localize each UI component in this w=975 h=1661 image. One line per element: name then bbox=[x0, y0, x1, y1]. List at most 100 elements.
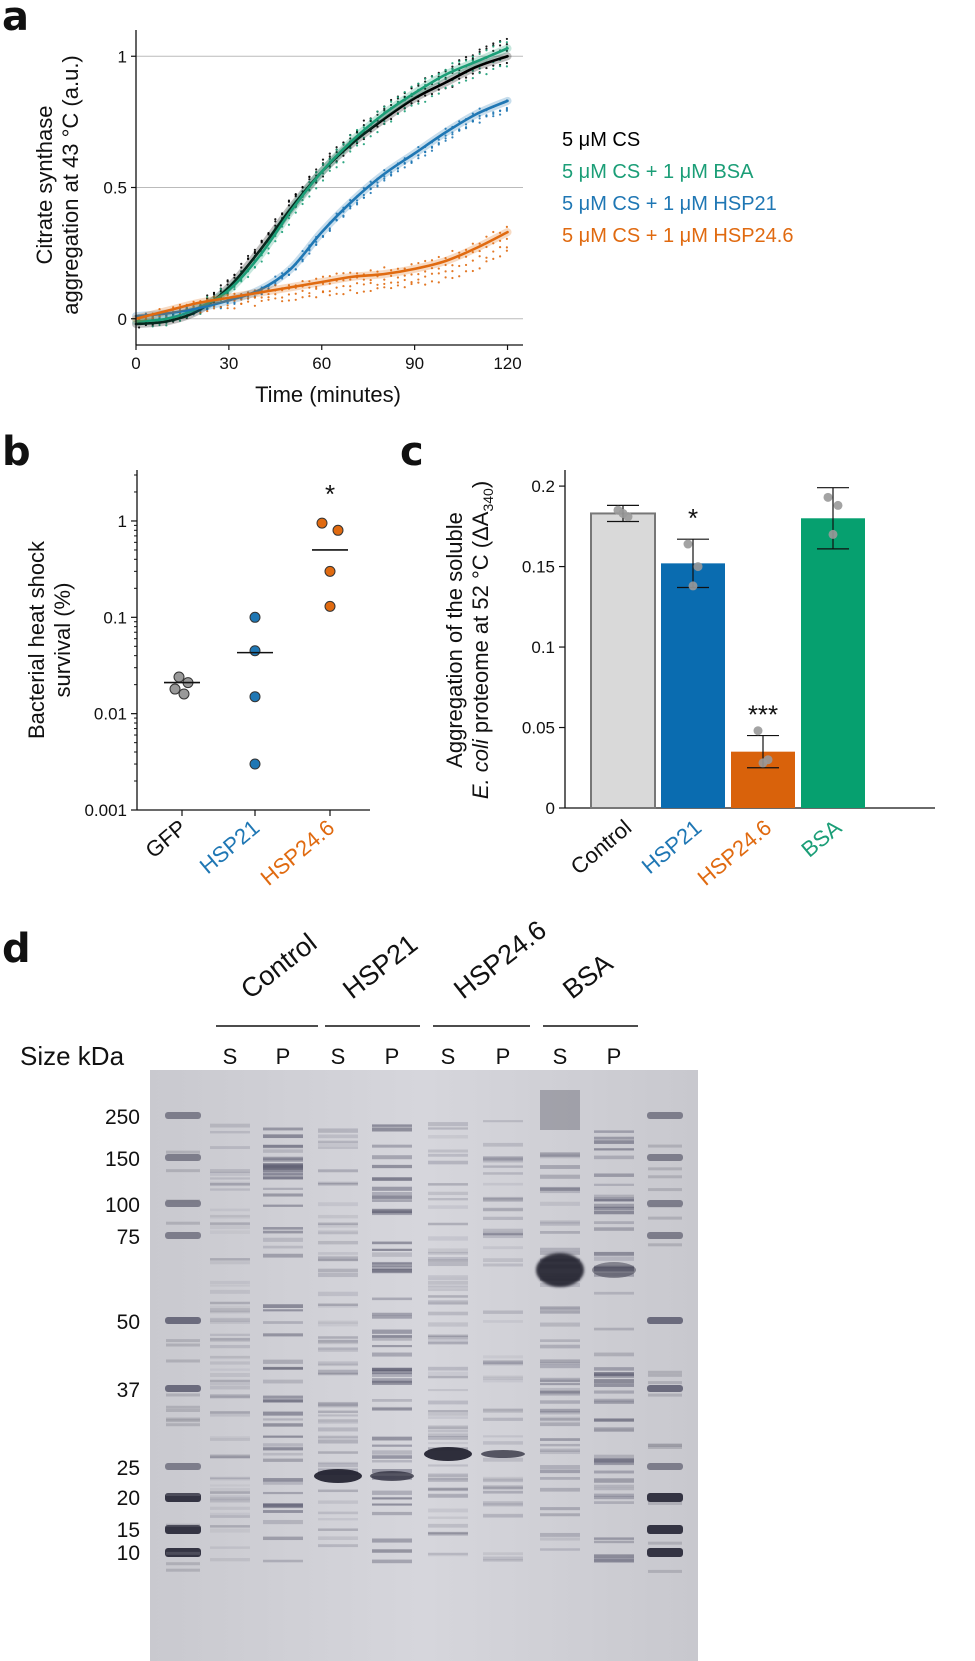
panel-a-replicate-dot bbox=[396, 170, 400, 173]
panel-a-replicate-dot bbox=[226, 294, 229, 297]
panel-a-replicate-dot bbox=[376, 181, 379, 184]
panel-a-replicate-dot bbox=[458, 251, 461, 254]
gel-ladder-band bbox=[165, 1317, 201, 1324]
panel-a-replicate-dot bbox=[492, 230, 495, 234]
panel-a-replicate-dot bbox=[240, 298, 243, 301]
gel-ladder-faint-band bbox=[166, 1492, 200, 1496]
panel-a-replicate-dot bbox=[458, 129, 461, 132]
gel-ladder-faint-band bbox=[166, 1417, 200, 1421]
panel-a-replicate-dot bbox=[294, 298, 297, 301]
panel-a-replicate-dot bbox=[233, 302, 236, 306]
panel-a-replicate-dot bbox=[321, 163, 325, 166]
panel-a-legend-entry: 5 μM CS + 1 μM HSP21 bbox=[562, 193, 777, 215]
panel-a-replicate-dot bbox=[206, 296, 209, 299]
gel-protein-band bbox=[483, 1485, 523, 1489]
gel-protein-band bbox=[210, 1171, 250, 1176]
panel-a-replicate-dot bbox=[505, 246, 509, 249]
gel-protein-band bbox=[540, 1377, 580, 1382]
gel-ladder-band bbox=[647, 1154, 683, 1161]
panel-a-replicate-dot bbox=[137, 326, 141, 329]
panel-a-replicate-dot bbox=[437, 82, 440, 85]
gel-ladder-faint-band bbox=[648, 1243, 682, 1247]
panel-a-replicate-dot bbox=[355, 291, 359, 295]
panel-a-replicate-dot bbox=[464, 248, 468, 251]
gel-protein-band bbox=[428, 1261, 468, 1267]
gel-protein-band bbox=[428, 1275, 468, 1278]
gel-protein-band bbox=[263, 1359, 303, 1364]
gel-protein-band bbox=[428, 1135, 468, 1139]
gel-ladder-label: 75 bbox=[117, 1226, 140, 1249]
gel-hsp21-pellet-band bbox=[370, 1471, 414, 1481]
panel-a-replicate-dot bbox=[478, 107, 481, 110]
gel-protein-band bbox=[483, 1310, 523, 1314]
gel-ladder-faint-band bbox=[648, 1373, 682, 1377]
gel-protein-band bbox=[263, 1168, 303, 1173]
panel-a-replicate-dot bbox=[349, 198, 352, 202]
gel-protein-band bbox=[210, 1261, 250, 1265]
panel-a-replicate-dot bbox=[485, 114, 488, 117]
gel-protein-band bbox=[540, 1416, 580, 1420]
panel-a-replicate-dot bbox=[458, 275, 461, 278]
gel-protein-band bbox=[428, 1311, 468, 1316]
gel-protein-band bbox=[210, 1454, 250, 1459]
panel-a-replicate-dot bbox=[274, 283, 277, 287]
panel-a-replicate-dot bbox=[315, 243, 318, 246]
panel-a-replicate-dot bbox=[437, 92, 440, 95]
gel-ladder-faint-band bbox=[648, 1204, 682, 1208]
panel-a-replicate-dot bbox=[403, 286, 406, 289]
panel-a-replicate-dot bbox=[253, 304, 256, 307]
gel-protein-band bbox=[263, 1237, 303, 1242]
panel-c-ytick-label: 0.2 bbox=[531, 477, 555, 496]
panel-a-replicate-dot bbox=[492, 64, 495, 67]
gel-ladder-faint-band bbox=[166, 1562, 200, 1566]
gel-ladder-band bbox=[165, 1200, 201, 1207]
panel-a-replicate-dot bbox=[492, 257, 495, 260]
panel-a-replicate-dot bbox=[172, 306, 175, 309]
gel-protein-band bbox=[483, 1182, 523, 1186]
gel-protein-band bbox=[428, 1300, 468, 1305]
panel-a-replicate-dot bbox=[335, 146, 338, 149]
panel-a-replicate-dot bbox=[410, 263, 413, 266]
panel-a-replicate-dot bbox=[396, 281, 400, 284]
panel-b-marks: * bbox=[164, 479, 348, 770]
gel-protein-band bbox=[594, 1206, 634, 1211]
panel-a-replicate-dot bbox=[505, 237, 509, 241]
gel-protein-band bbox=[263, 1480, 303, 1485]
panel-b-data-point bbox=[316, 517, 328, 529]
gel-protein-band bbox=[372, 1155, 412, 1160]
panel-a-replicate-dot bbox=[464, 56, 468, 59]
panel-a-replicate-dot bbox=[362, 136, 365, 139]
panel-a-replicate-dot bbox=[424, 77, 427, 80]
gel-ladder-faint-band bbox=[166, 1339, 200, 1343]
gel-protein-band bbox=[210, 1396, 250, 1399]
panel-a-replicate-dot bbox=[308, 189, 311, 192]
gel-protein-band bbox=[263, 1423, 303, 1427]
panel-a-replicate-dot bbox=[451, 67, 454, 71]
panel-a-replicate-dot bbox=[403, 274, 406, 277]
gel-protein-band bbox=[594, 1256, 634, 1261]
gel-protein-band bbox=[318, 1402, 358, 1407]
gel-protein-band bbox=[372, 1297, 412, 1301]
panel-a-replicate-dot bbox=[362, 196, 365, 199]
panel-a-replicate-dot bbox=[301, 258, 304, 261]
gel-protein-band bbox=[318, 1361, 358, 1365]
panel-a-replicate-dot bbox=[430, 95, 434, 98]
panel-a-replicate-dot bbox=[308, 280, 311, 283]
gel-protein-band bbox=[372, 1212, 412, 1216]
panel-a-replicate-dot bbox=[485, 45, 488, 48]
gel-protein-band bbox=[210, 1528, 250, 1533]
gel-protein-band bbox=[210, 1310, 250, 1314]
panel-a-replicate-dot bbox=[437, 281, 440, 284]
panel-a-replicate-dot bbox=[349, 147, 352, 150]
panel-a-gridlines bbox=[136, 55, 523, 320]
panel-a-replicate-dot bbox=[383, 169, 386, 172]
panel-a-replicate-dot bbox=[369, 187, 372, 190]
gel-protein-band bbox=[540, 1306, 580, 1310]
gel-protein-band bbox=[263, 1452, 303, 1456]
gel-protein-band bbox=[318, 1230, 358, 1234]
gel-protein-band bbox=[263, 1510, 303, 1513]
panel-a-replicate-dot bbox=[369, 281, 372, 285]
panel-a-replicate-dot bbox=[342, 284, 345, 288]
gel-protein-band bbox=[263, 1253, 303, 1258]
panel-a-replicate-dot bbox=[451, 136, 454, 139]
